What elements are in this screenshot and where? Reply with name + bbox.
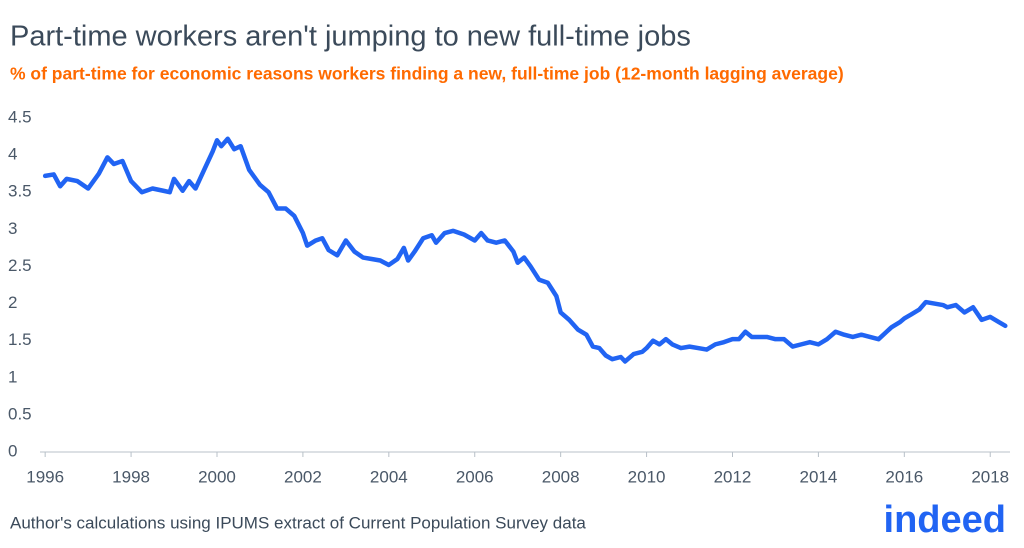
- y-tick-label: 1.5: [8, 330, 32, 349]
- x-tick-label: 2008: [542, 467, 580, 486]
- x-tick-label: 2018: [971, 467, 1009, 486]
- y-tick-label: 3: [8, 219, 17, 238]
- chart-title: Part-time workers aren't jumping to new …: [10, 21, 691, 53]
- x-tick-label: 2014: [799, 467, 837, 486]
- data-line: [42, 136, 1008, 364]
- chart-subtitle: % of part-time for economic reasons work…: [10, 64, 844, 84]
- x-tick-label: 2000: [198, 467, 236, 486]
- y-tick-label: 3.5: [8, 182, 32, 201]
- y-tick-label: 2.5: [8, 256, 32, 275]
- x-tick-label: 2002: [284, 467, 322, 486]
- x-tick-label: 2006: [456, 467, 494, 486]
- x-tick-label: 1998: [112, 467, 150, 486]
- logo: indeed: [884, 499, 1006, 541]
- y-tick-label: 1: [8, 367, 17, 386]
- x-tick-label: 2016: [885, 467, 923, 486]
- y-tick-label: 4.5: [8, 107, 32, 126]
- x-tick-label: 1996: [26, 467, 64, 486]
- y-tick-label: 0: [8, 441, 17, 460]
- y-tick-label: 0.5: [8, 404, 32, 423]
- x-tick-label: 2012: [714, 467, 752, 486]
- y-tick-label: 2: [8, 293, 17, 312]
- x-tick-label: 2010: [628, 467, 666, 486]
- source-note: Author's calculations using IPUMS extrac…: [10, 513, 586, 532]
- x-tick-label: 2004: [370, 467, 408, 486]
- y-tick-label: 4: [8, 145, 17, 164]
